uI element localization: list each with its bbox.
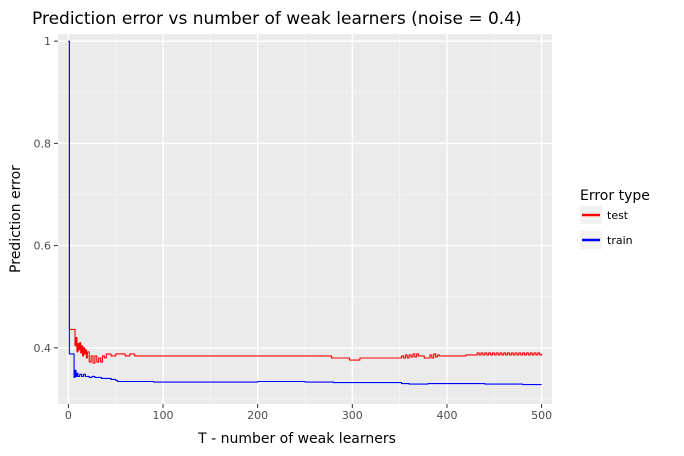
series-line-train xyxy=(68,40,542,386)
y-tick-label: 1 xyxy=(44,35,51,48)
y-tick-label: 0.8 xyxy=(34,137,52,150)
y-tick-label: 0.6 xyxy=(34,240,52,253)
legend-label-train: train xyxy=(607,234,633,247)
y-axis-title: Prediction error xyxy=(8,165,24,273)
major-gridlines xyxy=(58,34,552,404)
series-layer xyxy=(68,40,543,386)
x-tick-label: 0 xyxy=(65,409,72,422)
x-tick-label: 500 xyxy=(531,409,552,422)
y-tick-label: 0.4 xyxy=(34,342,52,355)
x-tick-label: 200 xyxy=(247,409,268,422)
x-tick-label: 400 xyxy=(436,409,457,422)
x-tick-label: 100 xyxy=(153,409,174,422)
x-axis-title: T - number of weak learners xyxy=(197,431,396,447)
legend: Error type test train xyxy=(580,188,650,249)
series-line-test xyxy=(68,40,543,364)
legend-title: Error type xyxy=(580,188,650,204)
minor-gridlines xyxy=(58,34,552,404)
chart-title: Prediction error vs number of weak learn… xyxy=(32,9,522,29)
ticks-layer: 0 100 200 300 400 500 0.4 0.6 0.8 1 xyxy=(34,35,553,422)
x-tick-label: 300 xyxy=(342,409,363,422)
legend-label-test: test xyxy=(607,209,629,222)
